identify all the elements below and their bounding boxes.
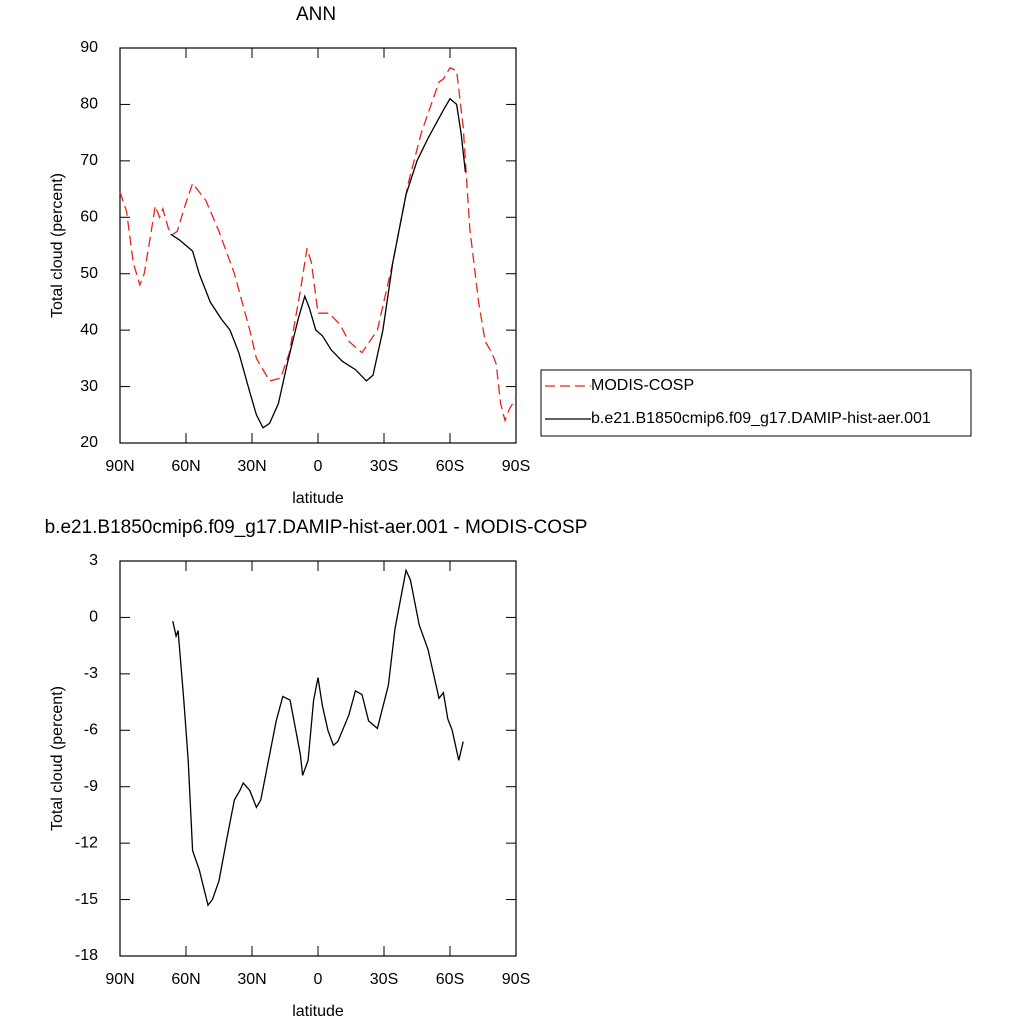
x-tick-label: 60S xyxy=(436,458,464,475)
legend-label: MODIS-COSP xyxy=(591,377,694,394)
y-axis-label: Total cloud (percent) xyxy=(49,686,66,831)
legend-box xyxy=(540,369,972,437)
plot-frame xyxy=(119,47,517,444)
y-axis-label: Total cloud (percent) xyxy=(49,173,66,318)
x-tick-label: 60N xyxy=(171,458,200,475)
data-line xyxy=(119,66,517,423)
x-tick-label: 0 xyxy=(314,458,323,475)
x-tick-label: 30S xyxy=(370,971,398,988)
y-tick-label: -15 xyxy=(75,891,98,908)
y-tick-label: 40 xyxy=(80,321,98,338)
y-tick-label: 0 xyxy=(89,609,98,626)
y-tick-label: 30 xyxy=(80,378,98,395)
x-tick-label: 60N xyxy=(171,971,200,988)
y-tick-label: 70 xyxy=(80,152,98,169)
x-tick-label: 30S xyxy=(370,458,398,475)
y-tick-label: 60 xyxy=(80,209,98,226)
x-tick-label: 90N xyxy=(105,971,134,988)
y-tick-label: -3 xyxy=(84,665,98,682)
data-line xyxy=(172,568,464,907)
y-tick-label: -6 xyxy=(84,722,98,739)
y-tick-label: -18 xyxy=(75,947,98,964)
x-tick-label: 30N xyxy=(237,971,266,988)
plot-frame xyxy=(119,560,517,957)
y-tick-label: -12 xyxy=(75,834,98,851)
y-tick-label: 50 xyxy=(80,265,98,282)
chart-title: ANN xyxy=(296,4,336,25)
x-tick-label: 90S xyxy=(502,971,530,988)
x-axis-label: latitude xyxy=(292,490,344,507)
y-tick-label: 20 xyxy=(80,434,98,451)
x-tick-label: 90S xyxy=(502,458,530,475)
legend-label: b.e21.B1850cmip6.f09_g17.DAMIP-hist-aer.… xyxy=(591,410,931,427)
chart-title: b.e21.B1850cmip6.f09_g17.DAMIP-hist-aer.… xyxy=(45,517,588,538)
data-line xyxy=(170,97,467,429)
x-tick-label: 30N xyxy=(237,458,266,475)
y-tick-label: 90 xyxy=(80,39,98,56)
x-tick-label: 90N xyxy=(105,458,134,475)
x-axis-label: latitude xyxy=(292,1003,344,1020)
x-tick-label: 60S xyxy=(436,971,464,988)
y-tick-label: -9 xyxy=(84,778,98,795)
y-tick-label: 3 xyxy=(89,552,98,569)
y-tick-label: 80 xyxy=(80,96,98,113)
x-tick-label: 0 xyxy=(314,971,323,988)
